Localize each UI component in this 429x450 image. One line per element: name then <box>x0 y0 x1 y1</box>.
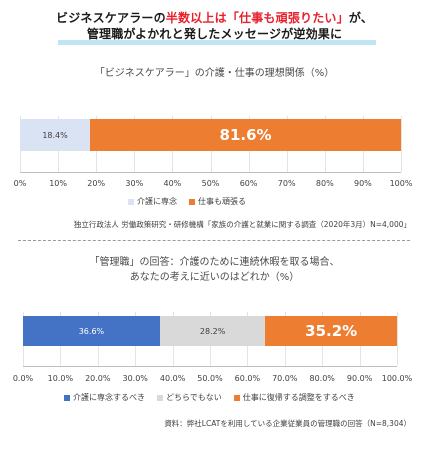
x-tick-label: 100.0% <box>381 374 413 383</box>
legend-item: 介護に専念するべき <box>64 392 145 403</box>
chart-1-title: 「ビジネスケアラー」の介護・仕事の理想関係（%） <box>94 68 335 79</box>
legend-swatch <box>64 394 70 401</box>
chart-2-title-line-2: あなたの考えに近いのはどれか（%） <box>129 272 300 283</box>
x-tick-label: 80.0% <box>309 374 335 383</box>
x-axis-line <box>23 366 397 367</box>
bar-segment: 81.6% <box>90 119 401 151</box>
headline-post: が、 <box>348 11 373 25</box>
x-tick-label: 80% <box>315 179 334 188</box>
headline-pre: ビジネスケアラーの <box>56 11 166 25</box>
legend-label: 仕事に復帰する調整をするべき <box>242 393 355 402</box>
headline: ビジネスケアラーの半数以上は「仕事も頑張りたい」が、 管理職がよかれと発したメッ… <box>0 10 429 42</box>
legend-item: 介護に専念 <box>128 196 177 207</box>
chart-1-source: 独立行政法人 労働政策研究・研修機構「家族の介護と就業に関する調査（2020年3… <box>73 220 411 229</box>
data-label: 28.2% <box>199 326 226 336</box>
legend-label: どちらでもない <box>166 393 222 402</box>
x-tick-label: 60.0% <box>234 374 261 383</box>
x-tick-label: 90.0% <box>346 374 373 383</box>
legend-label: 介護に専念 <box>137 197 177 206</box>
headline-line-1: ビジネスケアラーの半数以上は「仕事も頑張りたい」が、 <box>0 10 429 26</box>
headline-underline <box>58 40 376 45</box>
data-label: 36.6% <box>78 326 105 336</box>
x-tick-label: 50.0% <box>197 374 223 383</box>
x-tick-label: 30% <box>125 179 144 188</box>
headline-highlight: 半数以上は「仕事も頑張りたい」 <box>165 11 349 25</box>
x-tick-label: 0.0% <box>12 374 34 383</box>
x-tick-label: 40.0% <box>159 374 186 383</box>
bar-segment: 36.6% <box>23 316 160 346</box>
bar-segment: 28.2% <box>159 316 266 346</box>
gridline <box>401 116 402 172</box>
x-axis-line <box>20 172 401 173</box>
legend-swatch <box>128 198 134 205</box>
x-tick-label: 90% <box>354 179 372 188</box>
legend-label: 仕事も頑張る <box>198 197 246 206</box>
bar-segment: 35.2% <box>265 316 397 346</box>
legend: 介護に専念 仕事も頑張る <box>128 196 246 207</box>
legend-swatch <box>189 198 195 205</box>
legend-label: 介護に専念するべき <box>73 393 145 402</box>
headline-line-2: 管理職がよかれと発したメッセージが逆効果に <box>86 27 343 41</box>
x-tick-label: 10% <box>49 179 67 188</box>
legend-item: 仕事に復帰する調整をするべき <box>233 392 355 403</box>
gridline <box>397 312 398 366</box>
x-tick-label: 100% <box>389 179 413 188</box>
data-label: 81.6% <box>219 126 272 144</box>
chart-2-title-line-1: 「管理職」の回答：介護のために連続休暇を取る場合、 <box>89 257 340 268</box>
x-tick-label: 30.0% <box>122 374 148 383</box>
x-tick-label: 10.0% <box>47 374 74 383</box>
x-tick-label: 70.0% <box>272 374 298 383</box>
x-tick-label: 0% <box>13 179 27 188</box>
divider <box>18 240 410 241</box>
legend: 介護に専念するべき どちらでもない 仕事に復帰する調整をするべき <box>64 392 355 403</box>
x-tick-label: 20% <box>87 179 106 188</box>
bar-segment: 18.4% <box>20 119 91 151</box>
x-tick-label: 40% <box>163 179 182 188</box>
data-label: 35.2% <box>305 322 358 340</box>
x-tick-label: 20.0% <box>85 374 111 383</box>
data-label: 18.4% <box>42 130 68 140</box>
chart-2-source: 資料：弊社LCATを利用している企業従業員の管理職の回答（N=8,304） <box>164 419 411 428</box>
x-tick-label: 50% <box>201 179 220 188</box>
legend-swatch <box>233 394 240 401</box>
x-tick-label: 70% <box>277 179 296 188</box>
legend-item: どちらでもない <box>157 392 222 403</box>
legend-swatch <box>157 394 163 401</box>
x-tick-label: 60% <box>239 179 258 188</box>
legend-item: 仕事も頑張る <box>189 196 246 207</box>
